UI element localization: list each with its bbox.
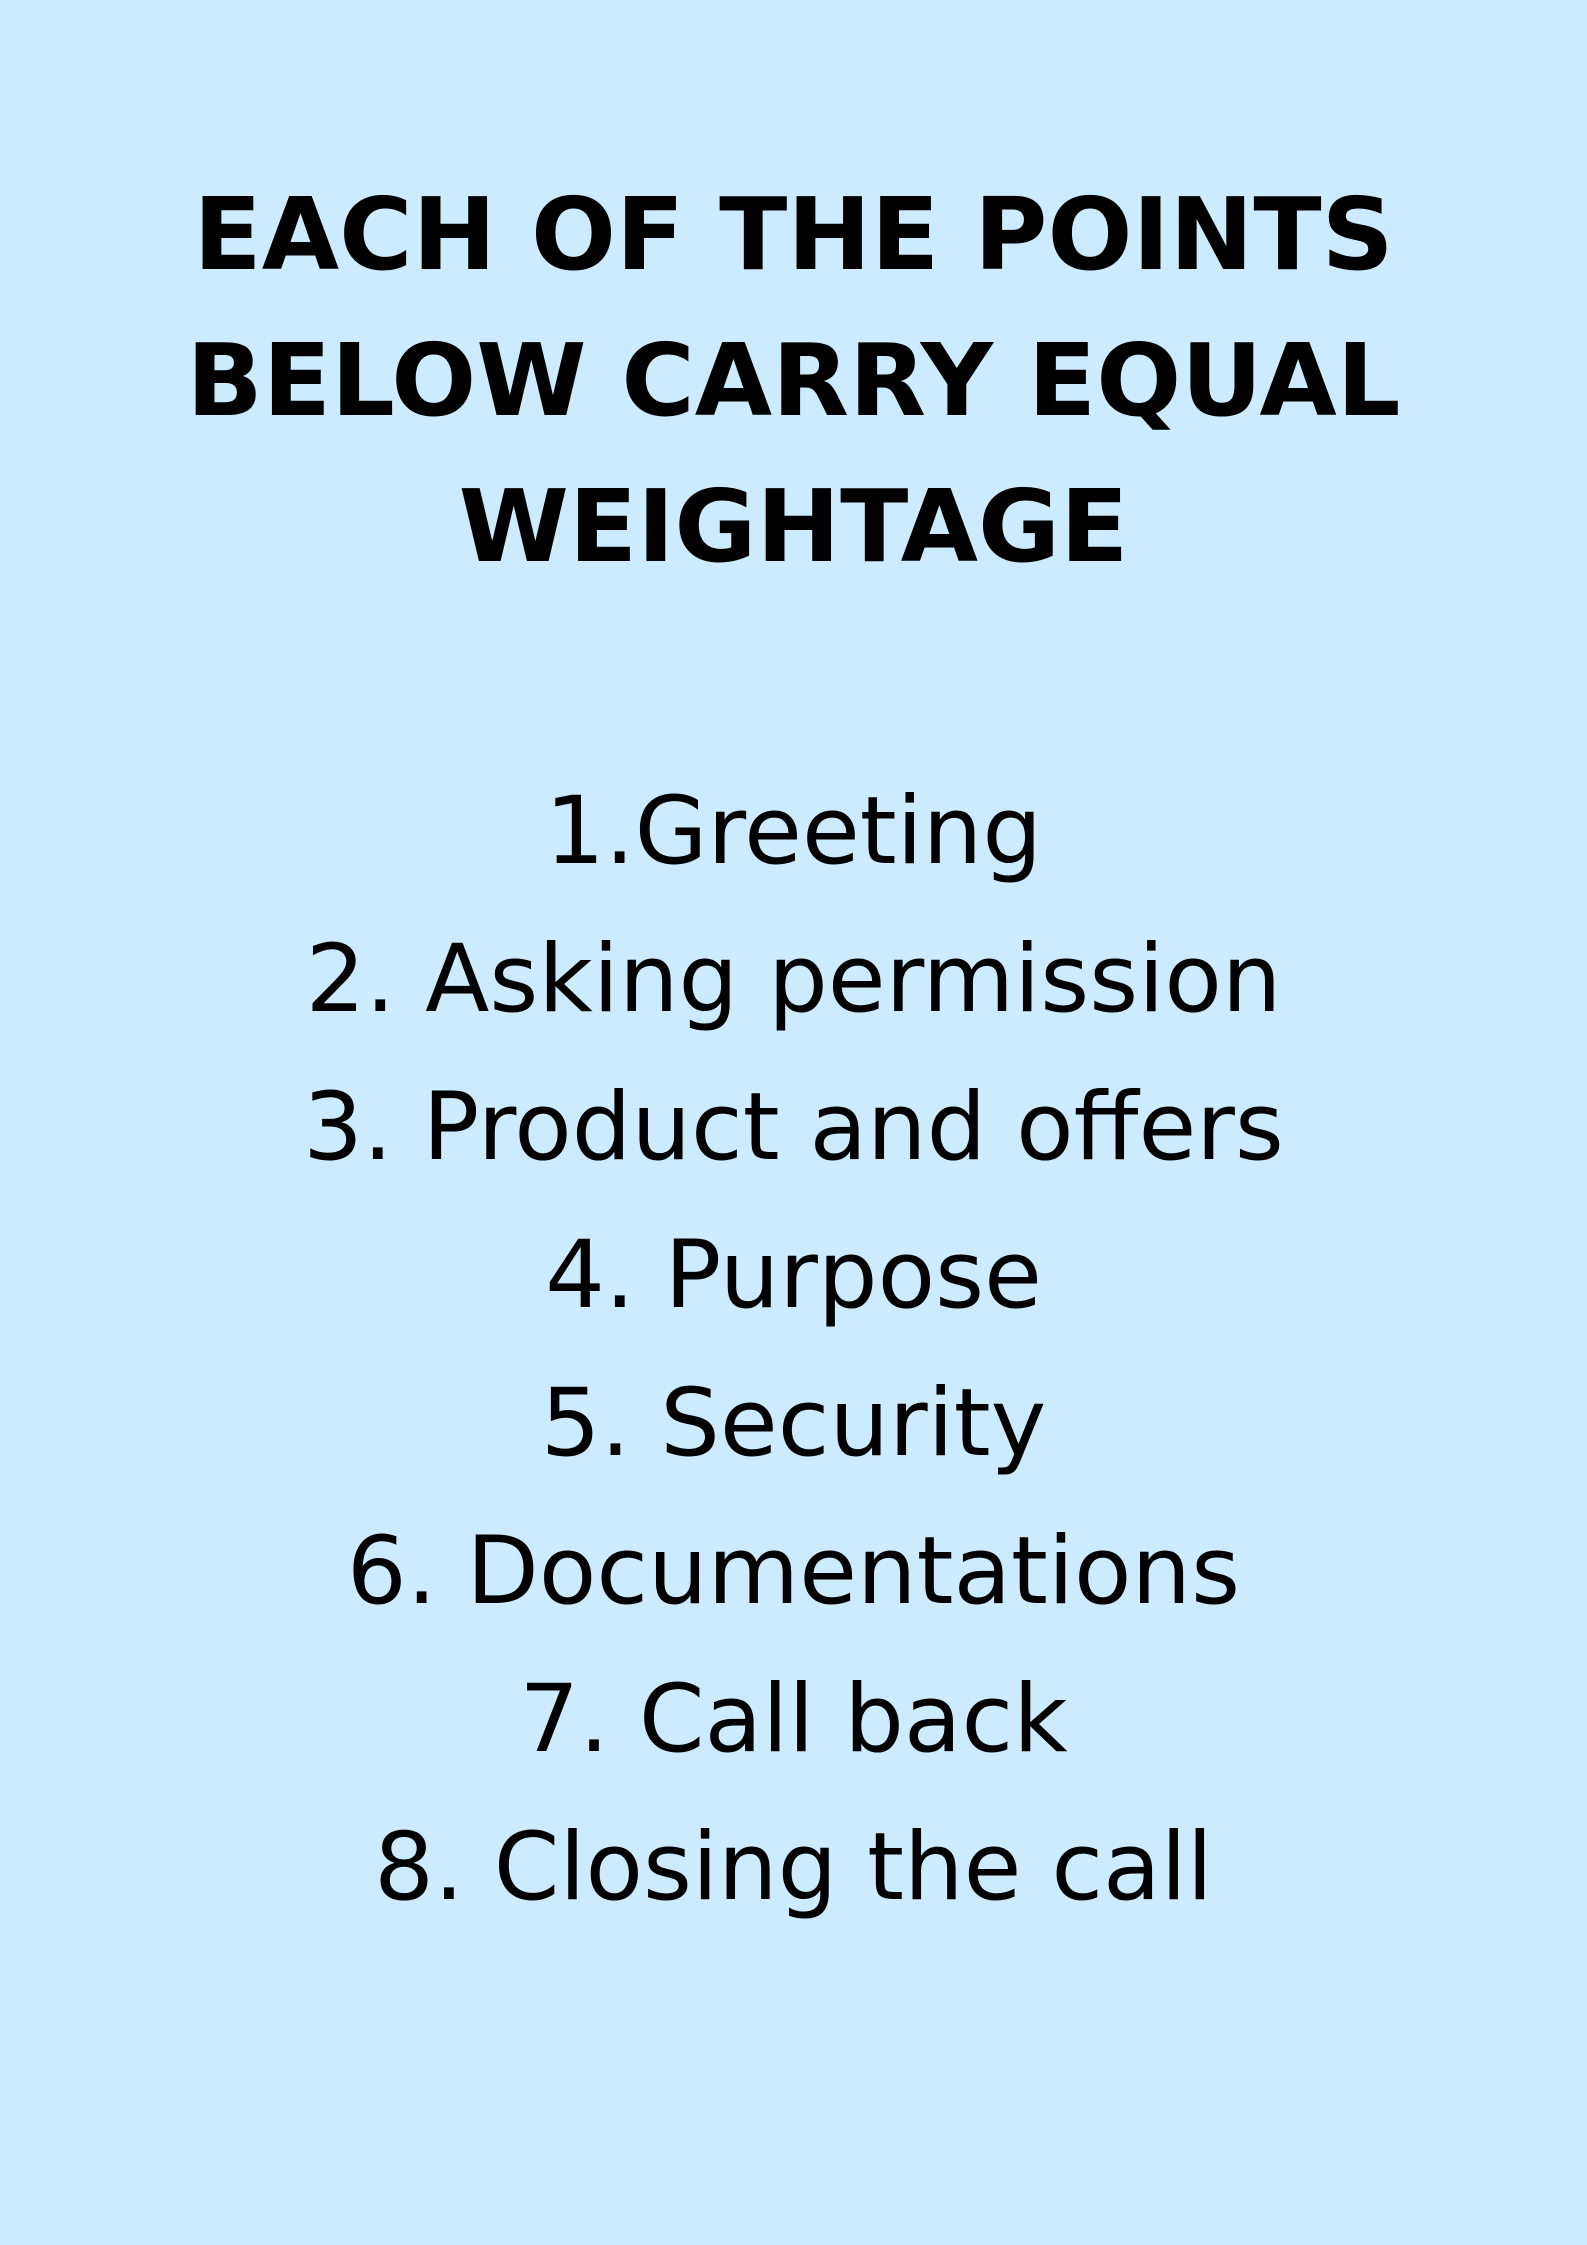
- points-list: 1.Greeting 2. Asking permission 3. Produ…: [0, 758, 1587, 1942]
- list-item-asking-permission: 2. Asking permission: [305, 925, 1282, 1034]
- list-item-closing-the-call: 8. Closing the call: [374, 1813, 1213, 1922]
- list-item-greeting: 1.Greeting: [545, 777, 1042, 886]
- heading-line: WEIGHTAGE: [458, 468, 1129, 585]
- list-item-security: 5. Security: [540, 1369, 1047, 1478]
- heading-line: BELOW CARRY EQUAL: [186, 322, 1401, 439]
- page-heading: EACH OF THE POINTS BELOW CARRY EQUAL WEI…: [0, 162, 1587, 600]
- list-item-purpose: 4. Purpose: [545, 1221, 1042, 1330]
- list-item-product-and-offers: 3. Product and offers: [303, 1073, 1284, 1182]
- list-item-call-back: 7. Call back: [519, 1665, 1068, 1774]
- heading-line: EACH OF THE POINTS: [193, 176, 1394, 293]
- list-item-documentations: 6. Documentations: [346, 1517, 1241, 1626]
